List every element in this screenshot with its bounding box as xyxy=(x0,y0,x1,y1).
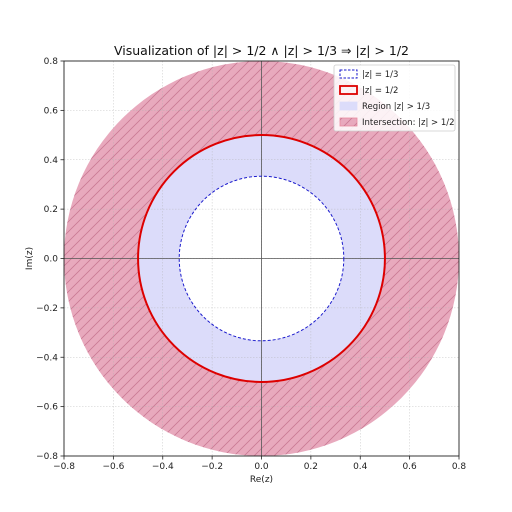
x-tick-label-7: 0.6 xyxy=(402,462,417,472)
plot-clip-group xyxy=(64,61,459,456)
x-tick-label-8: 0.8 xyxy=(452,462,467,472)
circle-one-half xyxy=(137,134,386,383)
legend-label-1: |z| = 1/2 xyxy=(362,86,398,96)
legend-swatch-1 xyxy=(339,85,358,95)
x-axis-label: Re(z) xyxy=(250,475,273,485)
x-tick-label-5: 0.2 xyxy=(304,462,318,472)
y-tick-label-3: −0.2 xyxy=(36,304,58,314)
x-tick-label-4: 0.0 xyxy=(254,462,269,472)
legend-swatch-2 xyxy=(339,101,358,111)
y-tick-label-0: −0.8 xyxy=(36,452,58,462)
legend-label-2: Region |z| > 1/3 xyxy=(362,102,430,112)
y-axis-label: Im(z) xyxy=(25,247,35,270)
x-tick-label-2: −0.4 xyxy=(152,462,174,472)
intersection-hatch xyxy=(64,61,459,456)
legend-label-0: |z| = 1/3 xyxy=(362,70,398,80)
x-tick-label-1: −0.6 xyxy=(102,462,124,472)
legend: |z| = 1/3 |z| = 1/2 Region |z| > 1/3 Inters… xyxy=(333,64,456,132)
y-tick-label-7: 0.6 xyxy=(44,106,59,116)
chart-title: Visualization of |z| > 1/2 ∧ |z| > 1/3 ⇒… xyxy=(114,43,409,58)
legend-swatch-hatch-3 xyxy=(340,118,357,126)
legend-box xyxy=(333,64,456,132)
x-tick-label-6: 0.4 xyxy=(353,462,368,472)
legend-swatch-0 xyxy=(339,69,358,79)
y-tick-label-4: 0.0 xyxy=(44,255,59,265)
plot-area: −0.8 −0.6 −0.4 −0.2 0.0 0.2 0.4 0.6 0.8 −0.8 −0.6 −… xyxy=(36,57,466,472)
y-tick-label-5: 0.2 xyxy=(44,205,58,215)
y-tick-label-1: −0.6 xyxy=(36,403,58,413)
x-tick-label-3: −0.2 xyxy=(201,462,223,472)
legend-label-3: Intersection: |z| > 1/2 xyxy=(362,118,455,128)
y-tick-label-8: 0.8 xyxy=(44,57,59,67)
y-tick-label-6: 0.4 xyxy=(44,156,59,166)
x-tick-label-0: −0.8 xyxy=(53,462,75,472)
y-tick-label-2: −0.4 xyxy=(36,353,58,363)
circle-one-third xyxy=(178,175,345,342)
